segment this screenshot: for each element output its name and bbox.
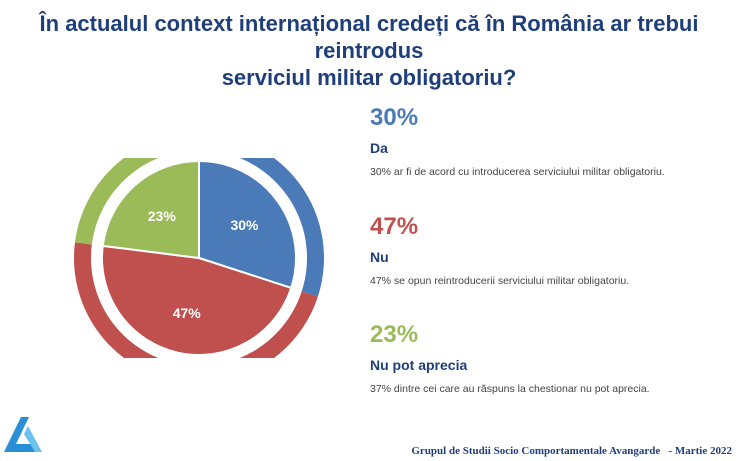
legend-item-nu-pot-aprecia: 23% Nu pot aprecia 37% dintre cei care a…: [370, 321, 730, 395]
legend-name-nu: Nu: [370, 249, 389, 265]
pie-slice-nu: [101, 244, 293, 356]
legend-description-nu-pot-aprecia: 37% dintre cei care au răspuns la chesti…: [370, 383, 650, 395]
pie-label-nu-pot-aprecia: 23%: [148, 208, 177, 224]
legend-description-nu: 47% se opun reintroducerii serviciului m…: [370, 275, 630, 287]
legend-description-da: 30% ar fi de acord cu introducerea servi…: [370, 166, 665, 178]
legend-name-da: Da: [370, 140, 388, 156]
chart-title-line-2: serviciul militar obligatoriu?: [221, 65, 517, 90]
outer-ring-segment-nu-pot-aprecia: [74, 158, 159, 245]
legend-percent-da: 30%: [370, 104, 419, 131]
pie-slice-da: [198, 159, 297, 290]
legend-item-da: 30% Da 30% ar fi de acord cu introducere…: [370, 104, 730, 178]
footer: Grupul de Studii Socio Comportamentale A…: [411, 445, 732, 457]
pie-label-da: 30%: [230, 217, 259, 233]
chart-title-line-1: În actualul context internațional credeț…: [39, 11, 699, 63]
outer-ring-segment-da: [239, 158, 324, 297]
legend-percent-nu-pot-aprecia: 23%: [370, 321, 419, 348]
pie-chart: 30% 47% 23%: [74, 158, 324, 358]
pie-label-nu: 47%: [173, 305, 202, 321]
footer-organization: Grupul de Studii Socio Comportamentale A…: [411, 445, 661, 457]
pie-slice-nu-pot-aprecia: [101, 159, 200, 260]
avangarde-logo-icon: [4, 417, 42, 452]
legend-percent-nu: 47%: [370, 213, 419, 240]
footer-date: - Martie 2022: [668, 445, 732, 457]
chart-title: În actualul context internațional credeț…: [0, 10, 738, 91]
legend-name-nu-pot-aprecia: Nu pot aprecia: [370, 357, 468, 373]
legend-item-nu: 47% Nu 47% se opun reintroducerii servic…: [370, 213, 730, 287]
